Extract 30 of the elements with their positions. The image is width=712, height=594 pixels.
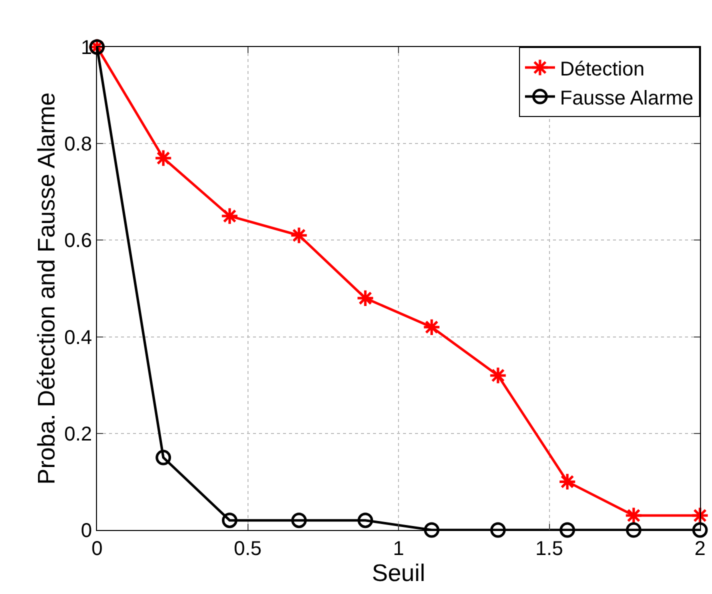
point	[560, 522, 576, 538]
point	[291, 512, 307, 528]
x-tick-label: 1.5	[535, 538, 564, 560]
point	[626, 522, 642, 538]
point	[356, 289, 374, 308]
point	[558, 472, 576, 491]
x-tick-label: 2	[694, 538, 706, 560]
y-tick-label: 1	[80, 37, 92, 59]
y-tick-label: 0.8	[64, 134, 92, 156]
point	[422, 318, 441, 336]
x-tick-label: 1	[392, 538, 404, 560]
y-tick-label: 0.6	[64, 230, 92, 252]
y-axis-title: Proba. Détection and Fausse Alarme	[33, 92, 60, 485]
point	[222, 512, 238, 528]
legend-label: Détection	[560, 58, 644, 80]
point	[156, 450, 172, 466]
point	[692, 522, 708, 538]
y-tick-label: 0.2	[64, 423, 92, 446]
point	[488, 366, 508, 384]
point	[424, 522, 440, 538]
point	[290, 226, 308, 244]
x-tick-label: 0.5	[234, 538, 262, 560]
x-axis-title: Seuil	[372, 560, 426, 587]
point	[358, 512, 374, 528]
point	[154, 149, 172, 168]
y-tick-label: 0	[80, 520, 92, 542]
point	[220, 207, 239, 226]
y-tick-label: 0.4	[64, 326, 92, 349]
legend-label: Fausse Alarme	[560, 87, 694, 110]
point	[490, 522, 506, 538]
